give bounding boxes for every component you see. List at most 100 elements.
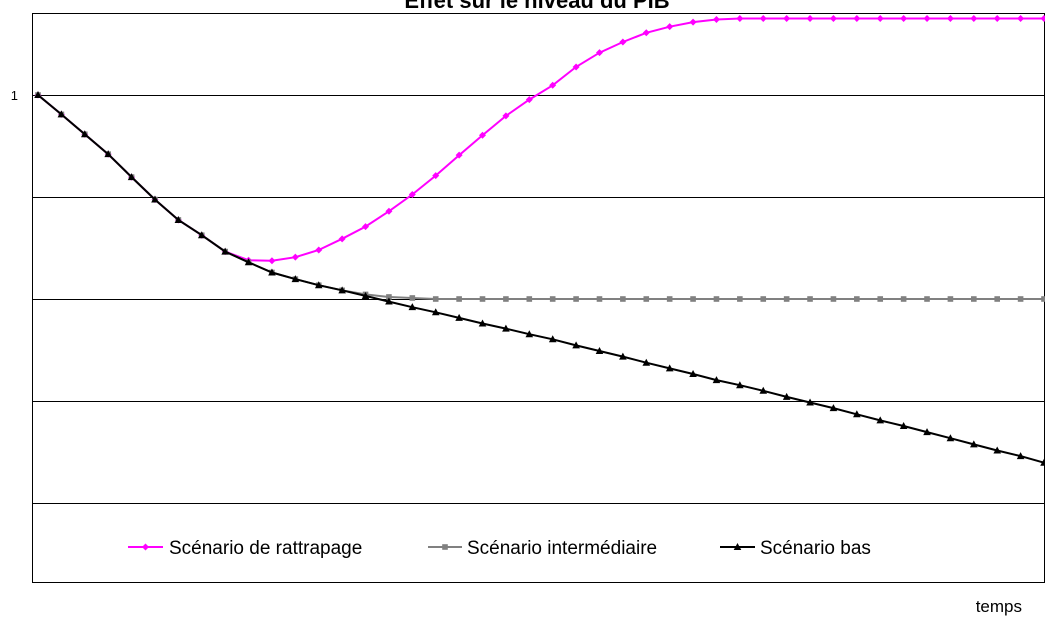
data-point-diamond	[829, 15, 837, 22]
data-point-triangle	[806, 398, 814, 406]
data-point-square	[596, 296, 603, 302]
data-point-square	[994, 296, 1001, 302]
data-point-diamond	[783, 15, 791, 22]
x-axis-label: temps	[976, 597, 1022, 616]
data-point-diamond	[666, 23, 674, 31]
data-point-diamond	[759, 15, 767, 22]
data-point-diamond	[502, 112, 510, 120]
data-point-triangle	[642, 358, 651, 366]
data-point-diamond	[595, 49, 603, 57]
data-point-triangle	[899, 421, 908, 429]
legend-marker-triangle	[733, 543, 742, 550]
data-point-triangle	[361, 291, 370, 299]
data-point-diamond	[315, 246, 323, 254]
data-point-square	[573, 296, 579, 302]
data-point-square	[526, 296, 533, 302]
data-point-triangle	[104, 150, 112, 158]
data-point-triangle	[1016, 452, 1025, 460]
data-point-diamond	[455, 151, 463, 159]
data-point-triangle	[525, 330, 534, 338]
data-point-square	[409, 295, 416, 301]
series-bas	[34, 91, 1045, 466]
legend-label: Scénario de rattrapage	[169, 538, 362, 559]
data-point-square	[666, 296, 673, 302]
legend-item-intermediaire: Scénario intermédiaire	[428, 538, 657, 559]
data-point-triangle	[80, 130, 89, 138]
legend-item-bas: Scénario bas	[720, 538, 871, 559]
data-point-diamond	[385, 207, 393, 215]
data-point-square	[549, 296, 556, 302]
data-point-square	[900, 296, 907, 302]
legend-item-rattrapage: Scénario de rattrapage	[128, 538, 362, 559]
data-point-square	[1041, 296, 1045, 302]
data-point-triangle	[502, 324, 510, 332]
data-point-triangle	[595, 347, 604, 355]
series-line	[37, 94, 1045, 464]
data-point-diamond	[408, 190, 416, 198]
data-point-triangle	[431, 308, 440, 316]
data-point-diamond	[268, 257, 276, 265]
data-point-triangle	[197, 231, 206, 239]
data-point-diamond	[142, 543, 149, 551]
data-point-triangle	[174, 215, 183, 223]
data-point-triangle	[1040, 458, 1045, 466]
data-point-square	[971, 296, 977, 302]
data-point-triangle	[829, 404, 838, 412]
data-point-diamond	[993, 15, 1001, 22]
data-point-diamond	[853, 15, 861, 22]
data-point-diamond	[946, 15, 954, 22]
data-point-square	[924, 296, 930, 302]
data-point-diamond	[1017, 15, 1025, 22]
data-point-square	[713, 296, 720, 302]
data-point-diamond	[689, 18, 697, 26]
data-point-square	[807, 296, 813, 302]
data-point-square	[1017, 296, 1024, 302]
data-point-diamond	[1040, 15, 1045, 22]
data-point-triangle	[408, 303, 417, 311]
data-point-triangle	[736, 381, 744, 389]
series-layer	[34, 15, 1045, 466]
data-point-triangle	[733, 543, 742, 550]
data-point-square	[783, 296, 790, 302]
data-point-diamond	[876, 15, 884, 22]
legend-label: Scénario intermédiaire	[467, 538, 657, 559]
data-point-diamond	[525, 96, 533, 104]
data-point-triangle	[57, 110, 66, 118]
data-point-triangle	[385, 297, 393, 305]
data-point-triangle	[970, 440, 978, 448]
data-point-diamond	[362, 223, 370, 231]
data-point-square	[760, 296, 767, 302]
data-point-triangle	[221, 247, 229, 255]
chart-title: Effet sur le niveau du PIB	[404, 0, 669, 13]
data-point-triangle	[759, 386, 768, 394]
data-point-diamond	[432, 172, 440, 180]
data-point-triangle	[923, 428, 931, 436]
data-point-triangle	[34, 91, 42, 98]
data-point-diamond	[736, 15, 744, 22]
data-point-triangle	[314, 281, 323, 289]
data-point-triangle	[689, 369, 697, 377]
data-point-square	[737, 296, 743, 302]
data-point-triangle	[712, 376, 721, 384]
data-point-diamond	[970, 15, 978, 22]
data-point-triangle	[665, 364, 674, 372]
data-point-triangle	[478, 319, 487, 327]
data-point-square	[690, 296, 696, 302]
legend-marker-diamond	[142, 543, 149, 551]
data-point-square	[503, 296, 509, 302]
data-point-square	[620, 296, 626, 302]
legend-marker-square	[442, 544, 448, 550]
data-point-square	[854, 296, 860, 302]
data-point-diamond	[806, 15, 814, 22]
data-point-diamond	[338, 235, 346, 243]
data-point-square	[830, 296, 837, 302]
data-point-triangle	[946, 434, 955, 442]
data-point-diamond	[900, 15, 908, 22]
data-point-triangle	[572, 341, 580, 349]
series-line	[37, 17, 1044, 262]
data-point-triangle	[993, 446, 1002, 454]
data-point-square	[432, 296, 439, 302]
data-point-square	[442, 544, 448, 550]
data-point-triangle	[244, 258, 253, 266]
